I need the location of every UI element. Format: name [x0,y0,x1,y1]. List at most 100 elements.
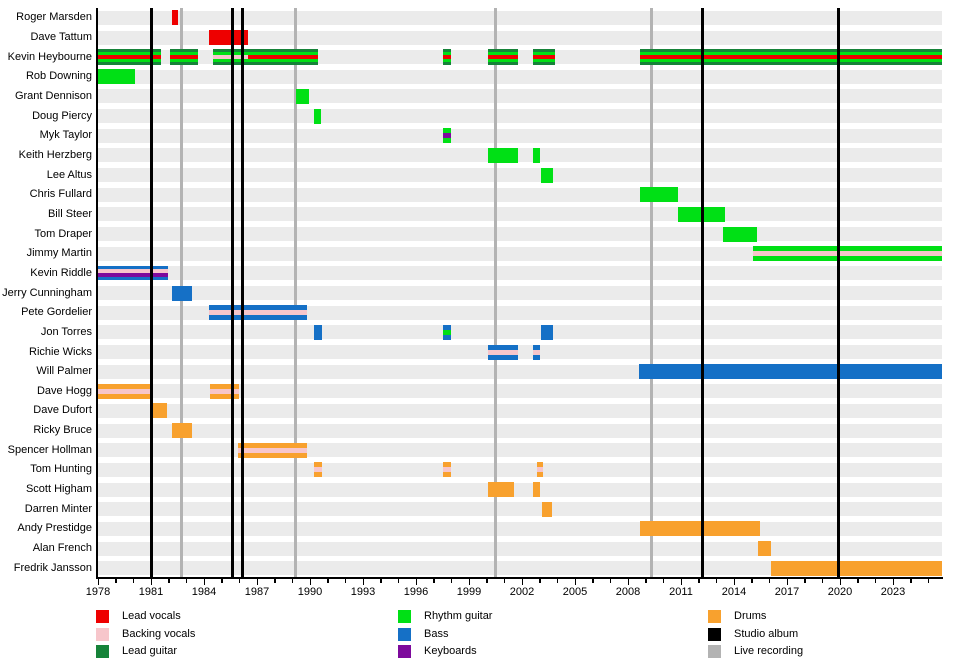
row-track [97,305,942,320]
row-track [97,168,942,183]
timeline-bar [640,521,761,537]
x-axis-tick-label: 2020 [827,586,853,598]
bar-stripe [98,273,168,278]
bar-stripe [98,59,161,63]
timeline-bar [639,49,942,66]
bar-stripe [532,354,540,360]
bar-stripe [753,256,942,262]
x-axis-tick [309,579,311,585]
x-axis-tick-label: 1990 [297,586,323,598]
x-axis-tick [574,579,576,585]
bar-stripe [169,52,198,56]
bar-stripe [540,324,553,340]
timeline-bar [487,344,519,360]
x-axis-tick [715,579,718,583]
timeline-bar [537,462,544,478]
x-axis-tick [291,579,294,583]
x-axis-tick [238,579,241,583]
bar-stripe [172,423,192,439]
bar-stripe [98,277,168,281]
bar-stripe [295,88,310,104]
timeline-bar [487,49,519,66]
x-axis-tick [556,579,559,583]
x-axis-tick-label: 2017 [774,586,800,598]
bar-stripe [639,52,942,56]
x-axis-tick [627,579,629,585]
bar-stripe [442,128,451,134]
row-track [97,423,942,438]
studio-album-line [836,8,840,578]
bar-stripe [640,521,761,537]
x-axis-tick [115,579,117,583]
bar-stripe [537,467,544,473]
row-track [97,482,942,497]
bar-stripe [210,383,240,389]
row-label: Tom Draper [34,227,92,240]
bar-stripe [487,354,519,360]
legend-label: Lead vocals [122,610,181,622]
x-axis-tick [592,579,594,583]
bar-stripe [169,59,198,63]
row-label: Will Palmer [36,365,92,378]
x-axis-tick [892,579,894,585]
x-axis-tick [698,579,700,583]
x-axis-tick-label: 1984 [191,586,217,598]
bar-stripe [532,482,540,498]
timeline-bar [209,30,249,45]
row-track [97,10,942,25]
y-axis-line [96,8,98,578]
timeline-bar [723,226,757,242]
legend-label: Drums [734,610,767,622]
x-axis-tick-label: 1981 [138,586,164,598]
timeline-bar [212,49,249,66]
bar-stripe [98,52,161,56]
x-axis-tick-label: 1996 [403,586,429,598]
row-track [97,128,942,143]
bar-stripe [172,10,179,26]
timeline-bar [442,128,451,144]
row-label: Fredrik Jansson [13,561,92,574]
bar-stripe [532,62,555,66]
row-label: Tom Hunting [30,463,92,476]
bar-stripe [212,49,249,53]
row-label: Keith Herzberg [18,148,92,161]
row-label: Rob Downing [25,70,92,83]
legend-label: Studio album [734,627,799,640]
bar-stripe [212,55,249,60]
row-label: Alan French [32,542,92,554]
timeline-bar [237,442,308,458]
bar-stripe [537,462,544,468]
row-track [97,246,942,261]
legend-swatch [398,610,411,623]
bar-stripe [753,251,942,257]
row-label: Kevin Riddle [30,266,92,279]
legend-label: Keyboards [424,645,477,657]
bar-stripe [248,62,318,66]
timeline-bar [487,482,514,498]
bar-stripe [169,49,198,53]
legend-swatch [96,627,109,641]
legend-label: Backing vocals [122,627,196,640]
bar-stripe [248,55,318,60]
row-track [97,187,942,202]
x-axis-tick [733,579,735,585]
timeline-bar [442,462,452,478]
bar-stripe [532,59,555,63]
x-axis-tick [256,579,258,585]
row-track [97,345,942,359]
x-axis-tick-label: 2002 [509,586,535,598]
bar-stripe [442,472,452,478]
row-label: Ricky Bruce [33,424,92,437]
bar-stripe [237,452,308,458]
bar-stripe [771,560,942,576]
studio-album-line [700,8,704,578]
x-axis-tick [344,579,347,583]
timeline-bar [540,167,553,183]
bar-stripe [237,442,308,448]
bar-stripe [532,52,555,56]
x-axis-tick [539,579,541,583]
x-axis-tick-label: 1999 [456,586,482,598]
bar-stripe [487,59,519,63]
bar-stripe [532,349,540,355]
x-axis-tick-label: 2005 [562,586,588,598]
